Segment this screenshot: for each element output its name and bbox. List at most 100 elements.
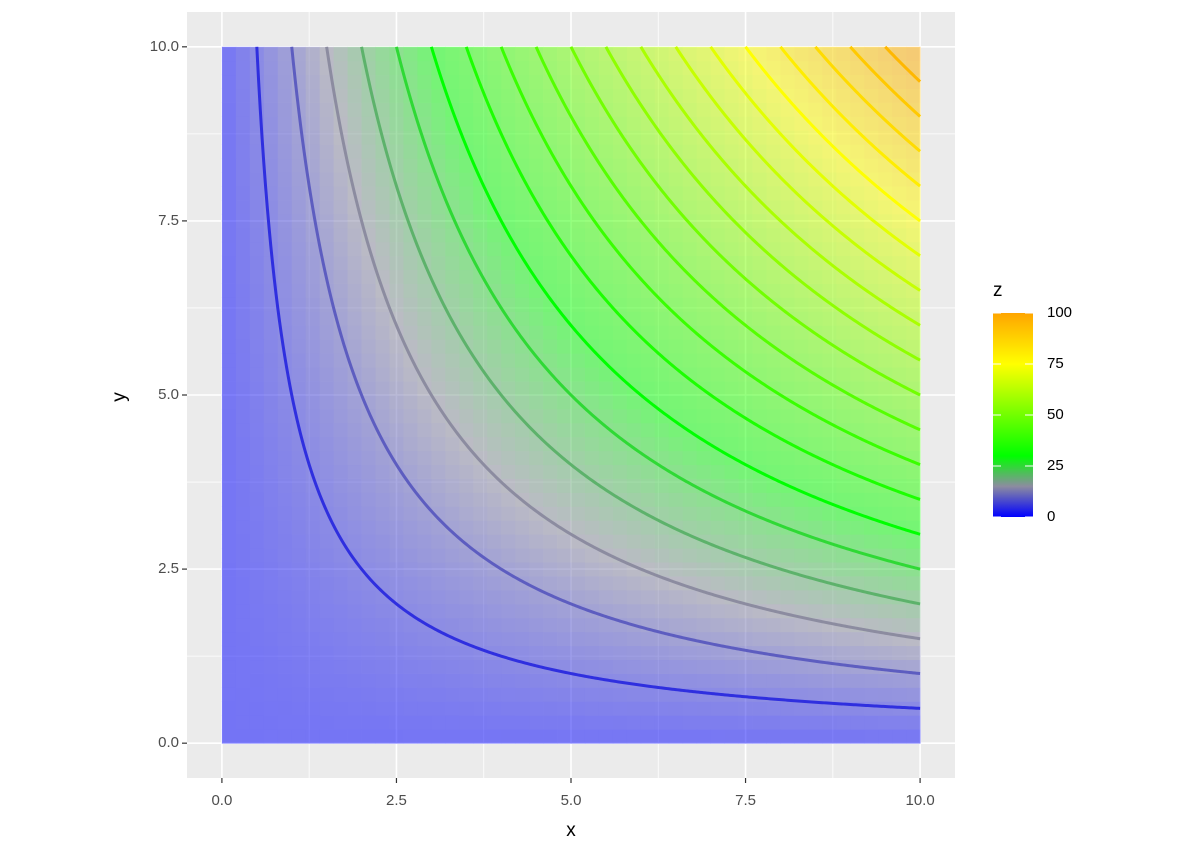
raster-cell (445, 534, 460, 549)
raster-cell (389, 659, 404, 674)
raster-cell (892, 172, 907, 187)
raster-cell (571, 436, 586, 452)
raster-cell (235, 186, 251, 201)
raster-cell (584, 353, 600, 368)
raster-cell (263, 102, 279, 117)
raster-cell (794, 617, 809, 633)
raster-cell (626, 241, 642, 257)
raster-cell (277, 687, 293, 702)
y-tick-label: 2.5 (158, 560, 179, 577)
raster-cell (291, 158, 307, 173)
raster-cell (892, 436, 907, 452)
legend-tick-label: 50 (1047, 406, 1064, 423)
raster-cell (766, 353, 781, 368)
raster-cell (612, 534, 628, 549)
raster-cell (347, 478, 362, 493)
raster-cell (417, 687, 432, 702)
raster-cell (375, 241, 390, 257)
raster-cell (459, 534, 474, 549)
raster-cell (221, 311, 237, 326)
raster-cell (710, 464, 725, 479)
raster-cell (724, 227, 739, 243)
raster-cell (417, 673, 432, 688)
raster-cell (221, 603, 237, 619)
raster-cell (724, 367, 739, 382)
raster-cell (808, 562, 823, 577)
raster-cell (403, 562, 418, 577)
raster-cell (501, 659, 516, 674)
raster-cell (403, 269, 418, 284)
raster-cell (389, 520, 404, 535)
raster-cell (836, 436, 851, 452)
raster-cell (808, 353, 823, 368)
raster-cell (710, 729, 725, 744)
raster-cell (584, 687, 600, 702)
raster-cell (389, 492, 404, 507)
raster-cell (710, 408, 725, 424)
raster-cell (291, 464, 307, 479)
raster-cell (319, 589, 335, 605)
raster-cell (878, 645, 893, 661)
raster-cell (682, 339, 698, 354)
raster-cell (529, 589, 544, 605)
raster-cell (794, 88, 809, 103)
raster-cell (738, 213, 753, 229)
raster-cell (864, 520, 879, 535)
raster-cell (417, 172, 432, 187)
raster-cell (640, 297, 656, 312)
raster-cell (375, 506, 390, 521)
raster-cell (557, 478, 572, 493)
raster-cell (808, 241, 823, 257)
raster-cell (319, 172, 335, 187)
raster-cell (878, 241, 893, 257)
raster-cell (291, 603, 307, 619)
raster-cell (571, 715, 586, 730)
raster-cell (752, 269, 767, 284)
raster-cell (640, 367, 656, 382)
raster-cell (543, 478, 558, 493)
raster-cell (557, 673, 572, 688)
raster-cell (710, 548, 725, 563)
raster-cell (752, 325, 767, 340)
raster-cell (626, 576, 642, 591)
raster-cell (668, 269, 684, 284)
raster-cell (668, 395, 684, 410)
raster-cell (710, 520, 725, 535)
raster-cell (738, 144, 753, 159)
raster-cell (668, 701, 684, 716)
raster-cell (724, 631, 739, 647)
raster-cell (598, 464, 614, 479)
raster-cell (654, 116, 670, 131)
raster-cell (822, 562, 837, 577)
raster-cell (277, 241, 293, 257)
raster-cell (389, 687, 404, 702)
raster-cell (221, 645, 237, 661)
raster-cell (487, 631, 502, 647)
raster-cell (738, 589, 753, 605)
raster-cell (445, 186, 460, 201)
raster-cell (794, 408, 809, 424)
raster-cell (305, 395, 321, 410)
raster-cell (445, 158, 460, 173)
raster-cell (431, 381, 446, 396)
raster-cell (291, 631, 307, 647)
raster-cell (487, 701, 502, 716)
raster-cell (780, 200, 795, 215)
raster-cell (277, 311, 293, 326)
raster-cell (221, 200, 237, 215)
raster-cell (557, 492, 572, 507)
raster-cell (668, 283, 684, 298)
x-tick-label: 2.5 (386, 792, 407, 809)
raster-cell (221, 325, 237, 340)
raster-cell (864, 715, 879, 730)
raster-cell (696, 297, 712, 312)
raster-cell (249, 687, 265, 702)
raster-cell (375, 172, 390, 187)
raster-cell (221, 589, 237, 605)
raster-cell (626, 687, 642, 702)
raster-cell (557, 576, 572, 591)
raster-cell (515, 589, 530, 605)
raster-cell (235, 589, 251, 605)
raster-cell (347, 506, 362, 521)
raster-cell (291, 701, 307, 716)
